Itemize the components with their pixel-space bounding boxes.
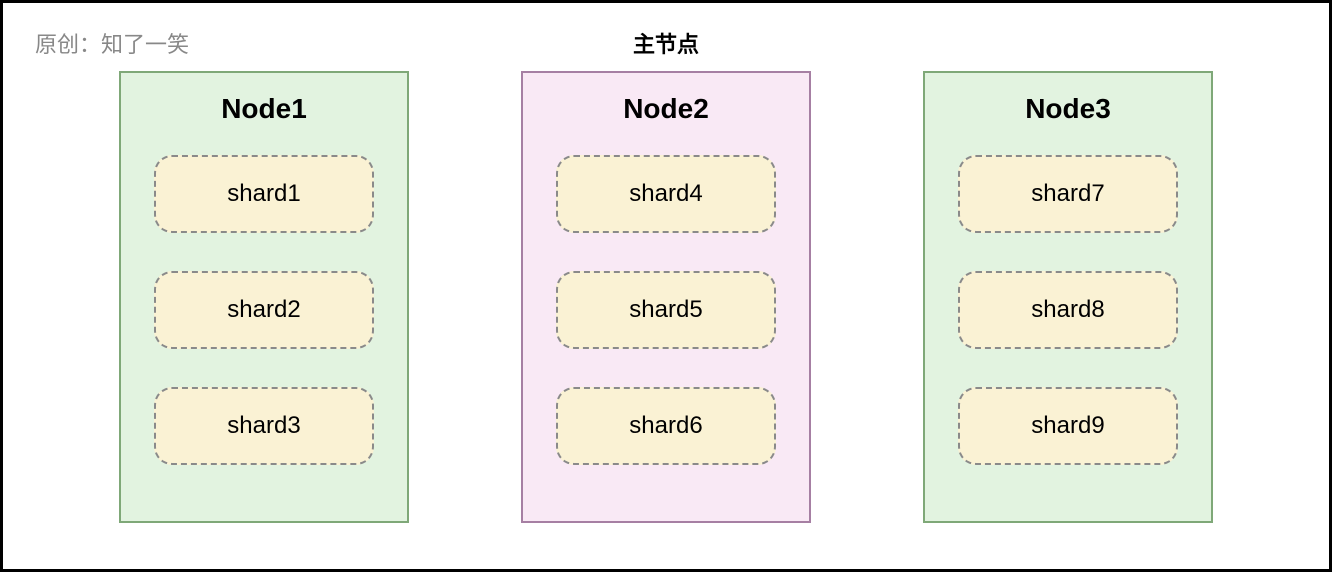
node-box: Node1 shard1 shard2 shard3 [119, 71, 409, 523]
shard-box: shard4 [556, 155, 776, 233]
shard-box: shard5 [556, 271, 776, 349]
nodes-row: Node1 shard1 shard2 shard3 Node2 shard4 shard5… [3, 71, 1329, 523]
node-title: Node1 [221, 93, 307, 125]
shard-box: shard2 [154, 271, 374, 349]
shard-box: shard6 [556, 387, 776, 465]
shard-box: shard3 [154, 387, 374, 465]
node-box: Node3 shard7 shard8 shard9 [923, 71, 1213, 523]
attribution-text: 原创：知了一笑 [35, 27, 189, 59]
node-title: Node2 [623, 93, 709, 125]
node-title: Node3 [1025, 93, 1111, 125]
shard-box: shard9 [958, 387, 1178, 465]
shard-box: shard7 [958, 155, 1178, 233]
diagram-container: 原创：知了一笑 主节点 Node1 shard1 shard2 shard3 Node2… [0, 0, 1332, 572]
shard-box: shard8 [958, 271, 1178, 349]
shard-box: shard1 [154, 155, 374, 233]
diagram-title: 主节点 [633, 27, 699, 59]
node-box: Node2 shard4 shard5 shard6 [521, 71, 811, 523]
